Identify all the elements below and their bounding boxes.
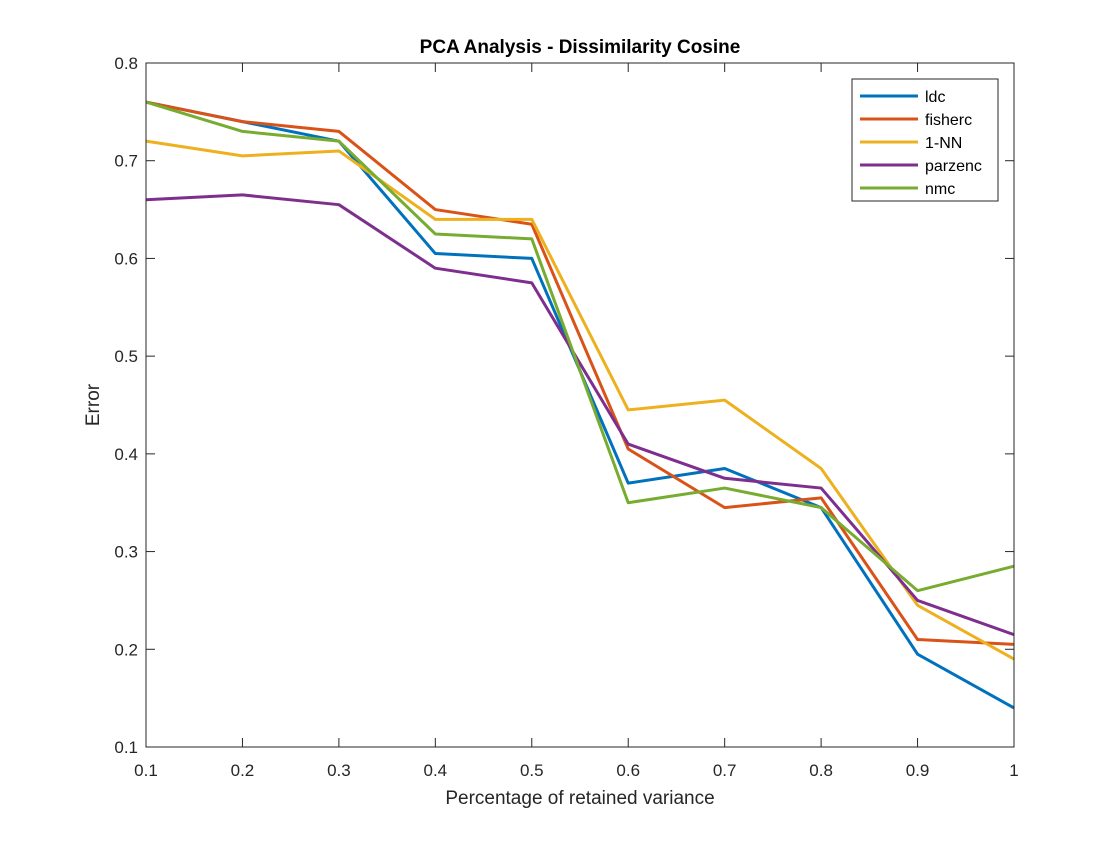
series-line-fisherc <box>145 100 1015 646</box>
legend-label: fisherc <box>925 112 972 129</box>
x-tick-label: 0.5 <box>520 761 544 780</box>
legend-item-fisherc: fisherc <box>860 112 972 129</box>
x-axis-label: Percentage of retained variance <box>445 788 714 809</box>
series-lines <box>145 100 1015 710</box>
x-tick-label: 0.9 <box>906 761 930 780</box>
axis-ticks: 0.1 0.2 0.3 0.4 0.5 0.6 0.7 0.8 0.9 1 0.1 0.2 0.3 0.4… <box>114 54 1018 780</box>
x-tick-label: 0.4 <box>424 761 448 780</box>
y-tick-label: 0.6 <box>114 249 138 268</box>
x-tick-label: 0.1 <box>134 761 158 780</box>
x-tick-label: 0.7 <box>713 761 737 780</box>
x-tick-label: 0.3 <box>327 761 351 780</box>
legend-label: 1-NN <box>925 135 962 152</box>
legend-box <box>851 78 999 202</box>
plot-area-frame <box>145 62 1015 748</box>
legend-item-nmc: nmc <box>860 181 955 198</box>
x-tick-label: 0.2 <box>231 761 255 780</box>
y-tick-label: 0.2 <box>114 640 138 659</box>
legend-item-ldc: ldc <box>860 89 945 106</box>
x-tick-label: 0.8 <box>809 761 833 780</box>
y-tick-label: 0.3 <box>114 543 138 562</box>
legend-item-1-NN: 1-NN <box>860 135 962 152</box>
series-line-nmc <box>145 100 1015 593</box>
y-tick-label: 0.8 <box>114 54 138 73</box>
legend: ldc fisherc 1-NN parzenc nmc <box>851 78 999 202</box>
series-line-1-NN <box>145 139 1015 661</box>
legend-label: nmc <box>925 181 955 198</box>
x-tick-label: 0.6 <box>616 761 640 780</box>
y-tick-label: 0.5 <box>114 347 138 366</box>
y-axis-label: Error <box>83 383 104 426</box>
chart-title: PCA Analysis - Dissimilarity Cosine <box>420 37 741 58</box>
y-tick-label: 0.7 <box>114 152 138 171</box>
legend-label: parzenc <box>925 158 982 175</box>
x-tick-label: 1 <box>1009 761 1018 780</box>
legend-item-parzenc: parzenc <box>860 158 982 175</box>
series-line-parzenc <box>145 193 1015 637</box>
y-tick-label: 0.4 <box>114 445 138 464</box>
y-tick-label: 0.1 <box>114 738 138 757</box>
legend-label: ldc <box>925 89 945 106</box>
